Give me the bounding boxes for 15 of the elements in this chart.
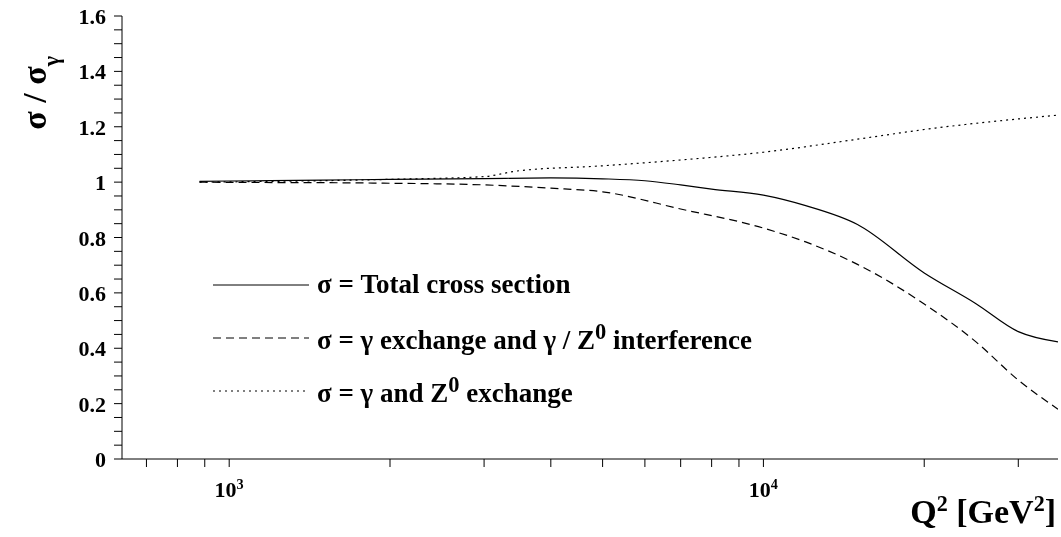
legend-label: σ = γ exchange and γ / Z$^{0}$ interference: [317, 319, 753, 356]
y-tick-label: 0.8: [78, 225, 106, 250]
legend-label: σ = Total cross section: [317, 269, 571, 300]
y-tick-label: 1.6: [78, 3, 106, 29]
y-tick-label: 0.6: [78, 280, 106, 306]
x-tick-label: 10$^{4}$: [748, 476, 778, 502]
y-tick-label: 1.4: [78, 58, 106, 84]
y-tick-label: 0.4: [78, 335, 106, 361]
y-tick-label: 1.2: [78, 114, 106, 140]
y-tick-label: 1: [95, 169, 106, 195]
legend-label: σ = γ and Z$^{0}$ exchange: [317, 372, 573, 409]
y-tick-label: 0.2: [78, 391, 106, 417]
x-tick-label: 10$^{3}$: [214, 476, 244, 502]
y-tick-label: 0: [95, 446, 106, 472]
x-axis-title: Q$^{2}$ [GeV$^{2}$]: [910, 490, 1056, 530]
